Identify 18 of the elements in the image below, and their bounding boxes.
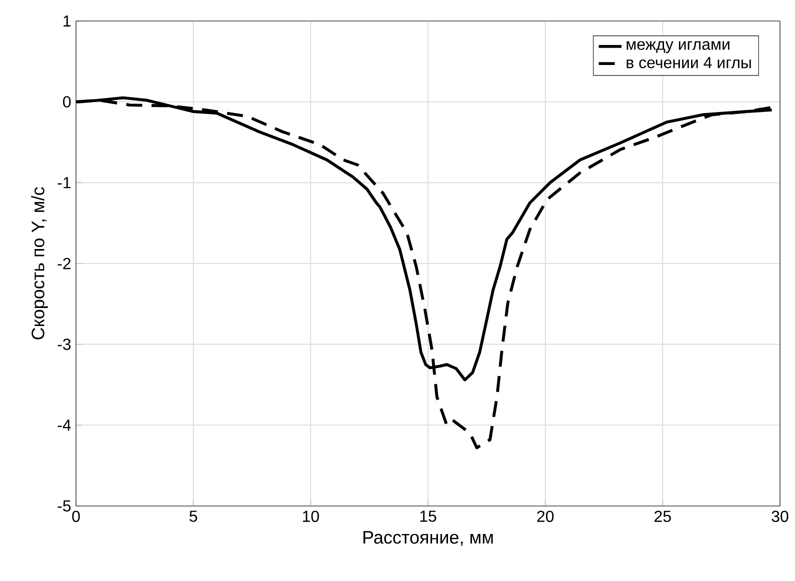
x-axis-title: Расстояние, мм xyxy=(364,531,493,546)
y-tick-label: -2 xyxy=(58,258,70,270)
x-tick-label: 30 xyxy=(772,510,788,522)
x-tick-label: 0 xyxy=(72,510,80,522)
legend-label: между иглами xyxy=(626,41,730,54)
y-tick-label: 0 xyxy=(63,96,71,108)
y-tick-label: -3 xyxy=(58,338,71,350)
x-tick-label: 10 xyxy=(302,510,319,522)
x-tick-label: 20 xyxy=(537,510,554,522)
x-tick-label: 25 xyxy=(654,510,671,522)
x-tick-label: 15 xyxy=(420,510,436,522)
legend-label: в сечении 4 иглы xyxy=(626,57,751,68)
y-tick-label: -1 xyxy=(58,177,71,188)
y-tick-label: -5 xyxy=(58,500,71,512)
y-axis-title: Скорость по Y, м/с xyxy=(31,187,48,340)
y-tick-label: 1 xyxy=(64,15,71,26)
x-tick-label: 5 xyxy=(190,510,198,522)
y-tick-label: -4 xyxy=(58,420,71,431)
